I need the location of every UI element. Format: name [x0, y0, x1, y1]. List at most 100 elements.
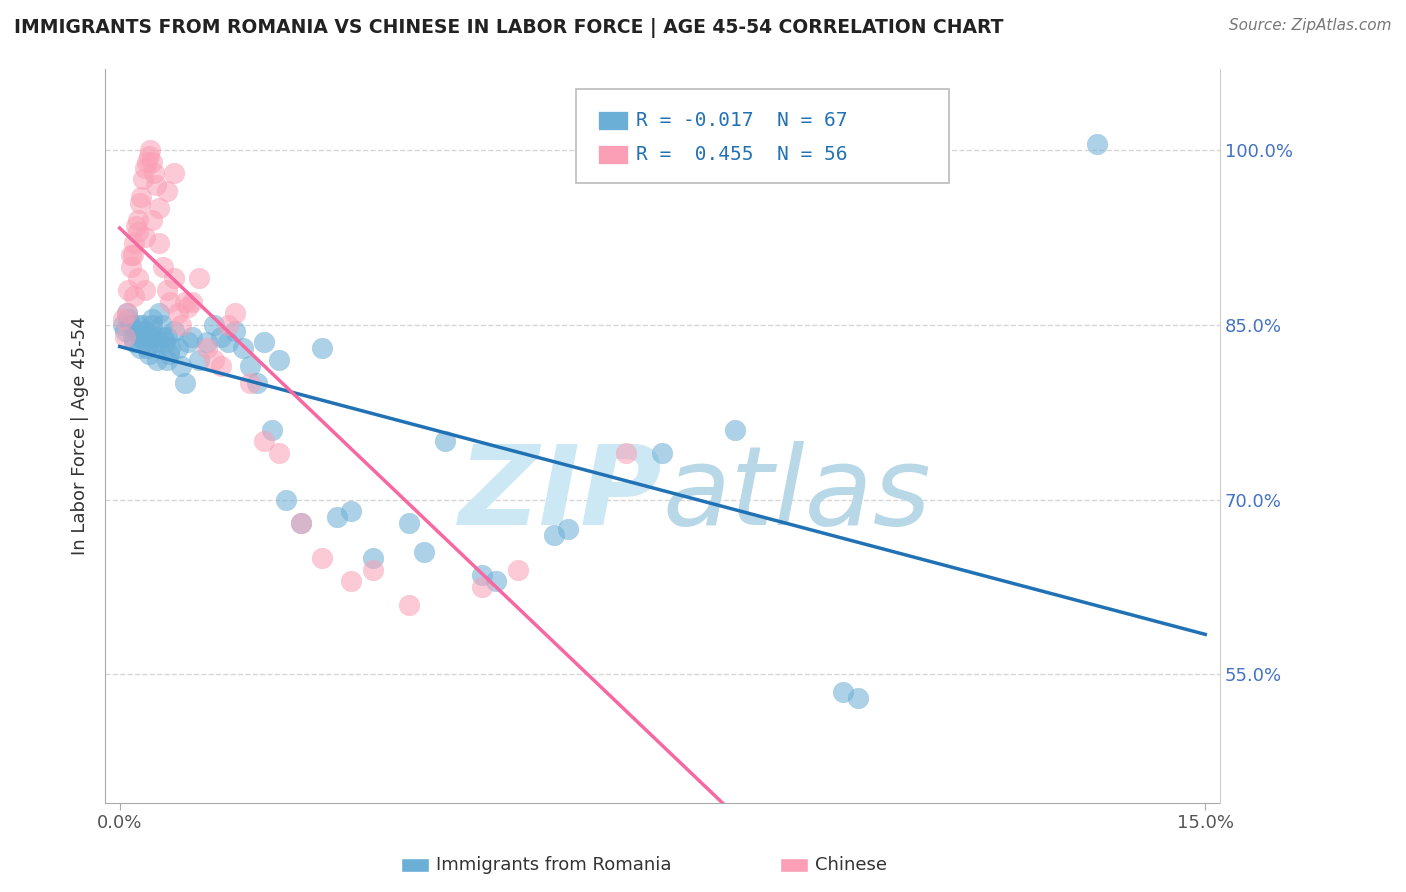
- Point: [267, 446, 290, 460]
- Point: [846, 690, 869, 705]
- Point: [115, 306, 138, 320]
- Point: [195, 335, 218, 350]
- Point: [159, 294, 181, 309]
- Point: [114, 324, 136, 338]
- Point: [361, 550, 384, 565]
- Text: atlas: atlas: [662, 441, 931, 548]
- Point: [127, 271, 149, 285]
- Point: [156, 329, 179, 343]
- Point: [157, 347, 180, 361]
- Point: [136, 341, 159, 355]
- Point: [112, 312, 135, 326]
- Text: Chinese: Chinese: [815, 856, 887, 874]
- Point: [122, 236, 145, 251]
- Point: [139, 143, 162, 157]
- Point: [112, 318, 135, 332]
- Text: Source: ZipAtlas.com: Source: ZipAtlas.com: [1229, 18, 1392, 33]
- Point: [120, 248, 142, 262]
- Point: [398, 598, 420, 612]
- Point: [166, 306, 188, 320]
- Point: [127, 225, 149, 239]
- Point: [173, 376, 195, 391]
- Point: [326, 510, 349, 524]
- Point: [129, 195, 152, 210]
- Point: [506, 563, 529, 577]
- Point: [412, 545, 434, 559]
- Text: R =  0.455  N = 56: R = 0.455 N = 56: [636, 145, 846, 164]
- Point: [311, 550, 333, 565]
- Point: [267, 352, 290, 367]
- Point: [143, 166, 166, 180]
- Point: [138, 347, 160, 361]
- Point: [177, 335, 200, 350]
- Point: [188, 352, 211, 367]
- Point: [260, 423, 283, 437]
- Point: [134, 161, 156, 175]
- Point: [181, 329, 204, 343]
- Point: [253, 434, 276, 449]
- Point: [276, 492, 298, 507]
- Point: [173, 294, 195, 309]
- Point: [557, 522, 579, 536]
- Point: [129, 341, 152, 355]
- Point: [253, 335, 276, 350]
- Point: [153, 335, 176, 350]
- Point: [614, 446, 637, 460]
- Point: [148, 236, 170, 251]
- Point: [163, 324, 186, 338]
- Point: [224, 324, 246, 338]
- Point: [434, 434, 457, 449]
- Point: [122, 335, 145, 350]
- Point: [115, 306, 138, 320]
- Point: [832, 685, 855, 699]
- Point: [361, 563, 384, 577]
- Point: [152, 329, 174, 343]
- Point: [485, 574, 508, 589]
- Point: [141, 154, 163, 169]
- Point: [150, 318, 173, 332]
- Point: [136, 154, 159, 169]
- Point: [141, 318, 163, 332]
- Point: [246, 376, 269, 391]
- Point: [156, 184, 179, 198]
- Point: [127, 318, 149, 332]
- Point: [156, 352, 179, 367]
- Point: [145, 178, 167, 192]
- Point: [120, 260, 142, 274]
- Point: [148, 306, 170, 320]
- Point: [148, 335, 170, 350]
- Point: [124, 324, 146, 338]
- Point: [132, 318, 155, 332]
- Text: Immigrants from Romania: Immigrants from Romania: [436, 856, 671, 874]
- Point: [139, 329, 162, 343]
- Point: [117, 312, 139, 326]
- Point: [543, 527, 565, 541]
- Text: ZIP: ZIP: [458, 441, 662, 548]
- Point: [134, 335, 156, 350]
- Point: [132, 172, 155, 186]
- Point: [217, 335, 239, 350]
- Point: [141, 213, 163, 227]
- Point: [134, 324, 156, 338]
- Point: [138, 149, 160, 163]
- Point: [141, 312, 163, 326]
- Point: [143, 335, 166, 350]
- Y-axis label: In Labor Force | Age 45-54: In Labor Force | Age 45-54: [72, 317, 89, 555]
- Point: [202, 318, 225, 332]
- Point: [131, 190, 153, 204]
- Point: [181, 294, 204, 309]
- Point: [145, 329, 167, 343]
- Point: [724, 423, 747, 437]
- Point: [202, 352, 225, 367]
- Text: R = -0.017  N = 67: R = -0.017 N = 67: [636, 111, 846, 130]
- Point: [127, 213, 149, 227]
- Point: [117, 283, 139, 297]
- Point: [470, 568, 492, 582]
- Point: [290, 516, 312, 530]
- Point: [177, 301, 200, 315]
- Point: [232, 341, 254, 355]
- Point: [159, 341, 181, 355]
- Point: [134, 283, 156, 297]
- Point: [340, 574, 363, 589]
- Point: [114, 329, 136, 343]
